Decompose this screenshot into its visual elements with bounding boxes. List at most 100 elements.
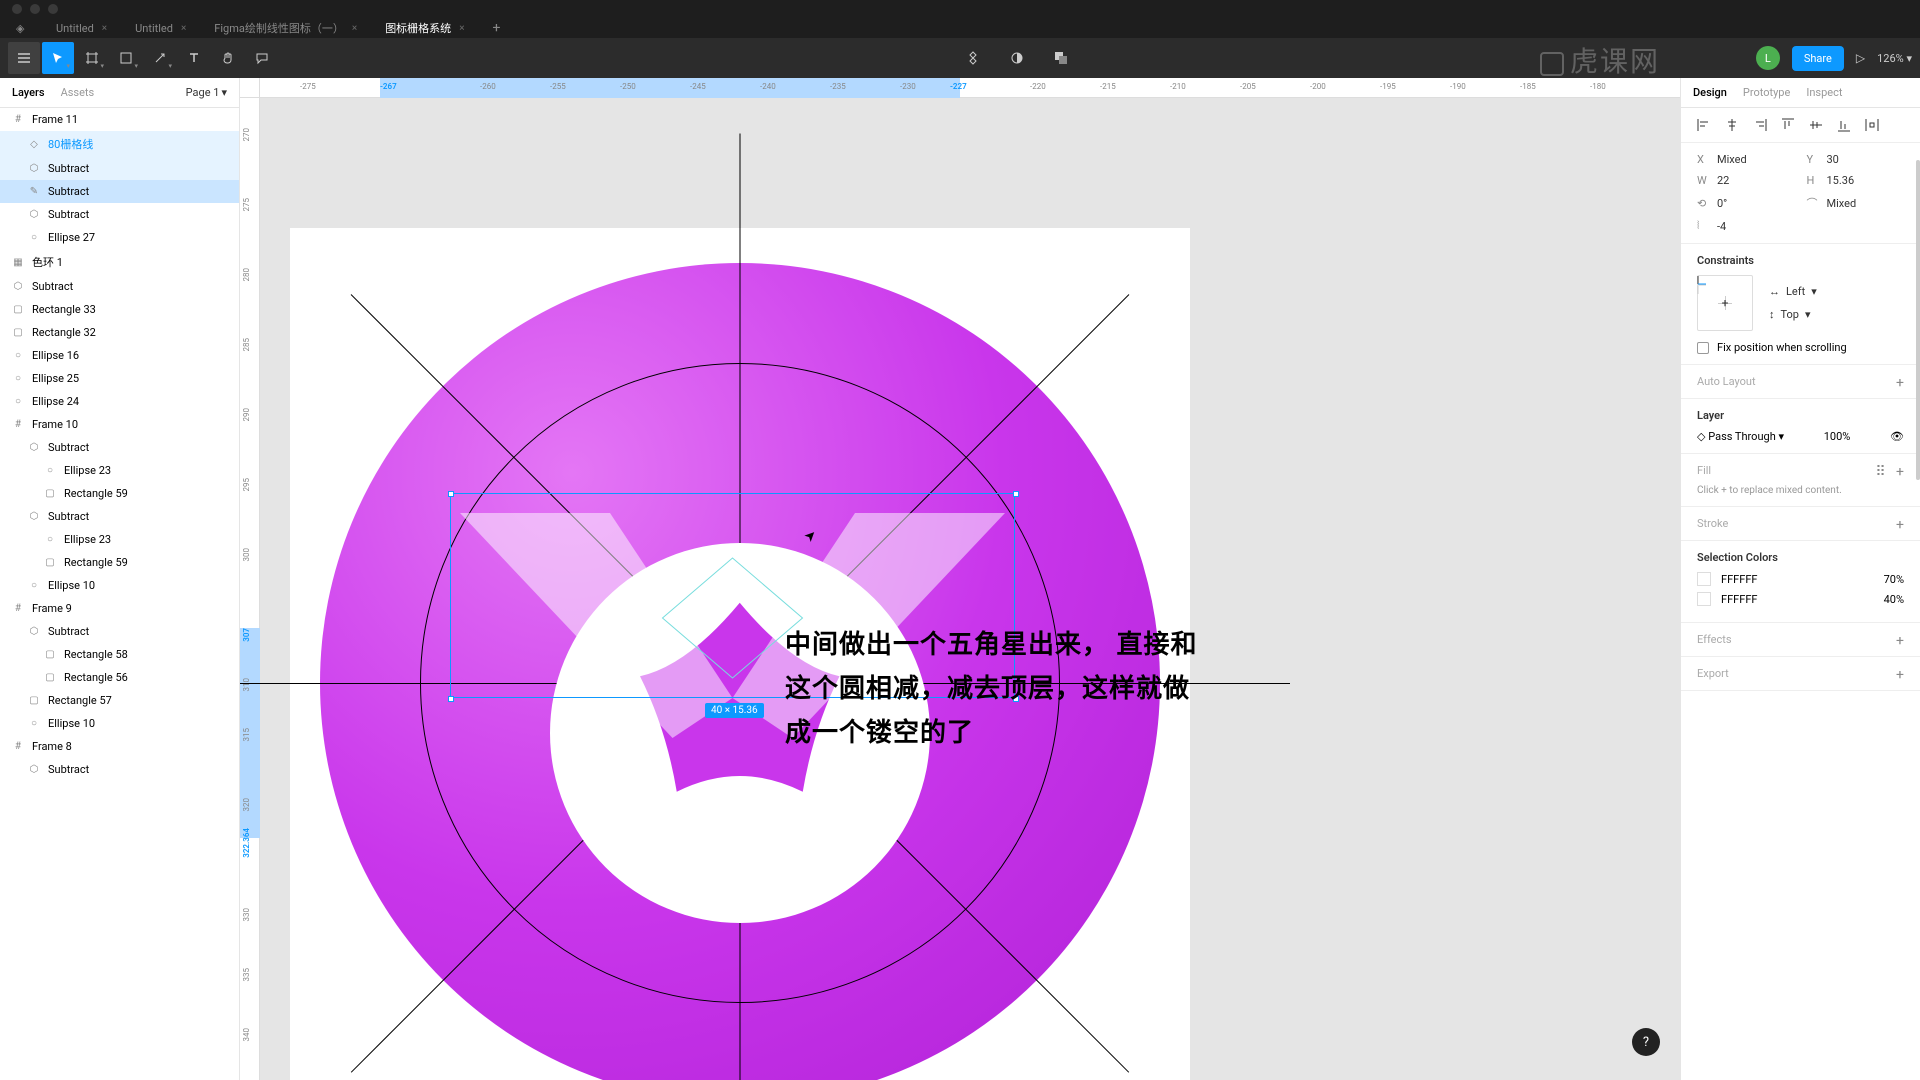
align-top-icon[interactable] — [1781, 118, 1795, 132]
color-row[interactable]: FFFFFF70% — [1697, 572, 1904, 586]
traffic-min[interactable] — [30, 4, 40, 14]
ellipse-icon: ○ — [12, 373, 24, 385]
layer-opacity[interactable]: 100% — [1824, 430, 1851, 443]
layer-item[interactable]: ○Ellipse 16 — [0, 344, 239, 367]
export-add[interactable]: + — [1896, 667, 1904, 683]
hand-tool[interactable] — [212, 42, 244, 74]
pen-tool[interactable]: ▾ — [144, 42, 176, 74]
align-left-icon[interactable] — [1697, 118, 1711, 132]
layer-item[interactable]: ○Ellipse 23 — [0, 459, 239, 482]
component-icon[interactable] — [957, 42, 989, 74]
layer-item[interactable]: ○Ellipse 27 — [0, 226, 239, 249]
prop-h[interactable]: 15.36 — [1827, 174, 1855, 187]
add-tab-button[interactable]: + — [493, 20, 501, 36]
layer-item[interactable]: #Frame 8 — [0, 735, 239, 758]
comment-tool[interactable] — [246, 42, 278, 74]
align-vcenter-icon[interactable] — [1809, 118, 1823, 132]
prop-w[interactable]: 22 — [1717, 174, 1729, 187]
file-tab[interactable]: Untitled× — [56, 22, 107, 35]
layer-label: Ellipse 10 — [48, 579, 95, 592]
visibility-icon[interactable]: 👁 — [1890, 430, 1904, 443]
layer-item[interactable]: ⬡Subtract — [0, 436, 239, 459]
layer-label: Subtract — [48, 162, 89, 175]
layers-tab[interactable]: Layers — [12, 86, 45, 99]
frame-tool[interactable]: ▾ — [76, 42, 108, 74]
constraint-v[interactable]: ↕ Top ▾ — [1769, 308, 1817, 321]
layer-item[interactable]: #Frame 11 — [0, 108, 239, 131]
prop-rotation[interactable]: 0° — [1717, 197, 1727, 210]
layer-item[interactable]: ▢Rectangle 59 — [0, 482, 239, 505]
inspect-tab[interactable]: Inspect — [1806, 86, 1842, 99]
layer-item[interactable]: ⬡Subtract — [0, 758, 239, 781]
menu-button[interactable] — [8, 42, 40, 74]
color-row[interactable]: FFFFFF40% — [1697, 592, 1904, 606]
layer-item[interactable]: ▢Rectangle 59 — [0, 551, 239, 574]
canvas[interactable]: -275-267-260-255-250-245-240-235-230-227… — [240, 78, 1680, 1080]
constraints-widget[interactable]: + — [1697, 275, 1753, 331]
file-tab[interactable]: Figma绘制线性图标（一）× — [214, 20, 357, 36]
tab-close-icon[interactable]: × — [352, 23, 357, 34]
layer-item[interactable]: ✎Subtract — [0, 180, 239, 203]
scrollbar-thumb[interactable] — [1916, 160, 1920, 480]
fill-add[interactable]: ⠿ + — [1875, 464, 1904, 480]
move-tool[interactable]: ▾ — [42, 42, 74, 74]
page-selector[interactable]: Page 1 ▾ — [186, 86, 227, 99]
distribute-icon[interactable] — [1865, 118, 1879, 132]
shape-tool[interactable]: ▾ — [110, 42, 142, 74]
layer-item[interactable]: ▢Rectangle 56 — [0, 666, 239, 689]
prop-y[interactable]: 30 — [1827, 153, 1839, 166]
traffic-close[interactable] — [12, 4, 22, 14]
layer-item[interactable]: ▦色环 1 — [0, 249, 239, 275]
traffic-max[interactable] — [48, 4, 58, 14]
fix-position-checkbox[interactable]: Fix position when scrolling — [1697, 341, 1904, 354]
layer-item[interactable]: ○Ellipse 25 — [0, 367, 239, 390]
prototype-tab[interactable]: Prototype — [1743, 86, 1790, 99]
present-button[interactable]: ▷ — [1856, 51, 1865, 65]
constraints-title: Constraints — [1697, 254, 1904, 267]
layer-item[interactable]: ⬡Subtract — [0, 275, 239, 298]
layer-label: Frame 10 — [32, 418, 78, 431]
layer-label: Frame 11 — [32, 113, 78, 126]
tab-close-icon[interactable]: × — [459, 23, 464, 34]
prop-x[interactable]: Mixed — [1717, 153, 1747, 166]
layer-item[interactable]: ○Ellipse 10 — [0, 574, 239, 597]
file-tab[interactable]: Untitled× — [135, 22, 186, 35]
layer-item[interactable]: ▢Rectangle 32 — [0, 321, 239, 344]
file-tab[interactable]: 图标栅格系统× — [385, 20, 464, 36]
layer-label: 色环 1 — [32, 254, 63, 270]
tab-close-icon[interactable]: × — [181, 23, 186, 34]
layer-item[interactable]: ▢Rectangle 33 — [0, 298, 239, 321]
layer-item[interactable]: ◇80栅格线 — [0, 131, 239, 157]
stroke-add[interactable]: + — [1896, 517, 1904, 533]
effects-add[interactable]: + — [1896, 633, 1904, 649]
tab-close-icon[interactable]: × — [102, 23, 107, 34]
layer-item[interactable]: ○Ellipse 23 — [0, 528, 239, 551]
layer-item[interactable]: ▢Rectangle 58 — [0, 643, 239, 666]
user-avatar[interactable]: L — [1756, 46, 1780, 70]
mask-icon[interactable] — [1001, 42, 1033, 74]
zoom-level[interactable]: 126% ▾ — [1877, 52, 1912, 65]
layer-item[interactable]: #Frame 9 — [0, 597, 239, 620]
assets-tab[interactable]: Assets — [61, 86, 95, 99]
text-tool[interactable] — [178, 42, 210, 74]
prop-radius[interactable]: Mixed — [1827, 197, 1857, 210]
layer-item[interactable]: ○Ellipse 10 — [0, 712, 239, 735]
autolayout-add[interactable]: + — [1896, 375, 1904, 391]
align-bottom-icon[interactable] — [1837, 118, 1851, 132]
layer-item[interactable]: ⬡Subtract — [0, 620, 239, 643]
boolean-icon[interactable] — [1045, 42, 1077, 74]
layer-item[interactable]: ⬡Subtract — [0, 505, 239, 528]
layer-item[interactable]: ⬡Subtract — [0, 157, 239, 180]
help-button[interactable]: ? — [1632, 1028, 1660, 1056]
blend-mode[interactable]: ◇ Pass Through ▾ — [1697, 430, 1784, 443]
layer-item[interactable]: ○Ellipse 24 — [0, 390, 239, 413]
design-tab[interactable]: Design — [1693, 86, 1727, 99]
align-hcenter-icon[interactable] — [1725, 118, 1739, 132]
constraint-h[interactable]: ↔ Left ▾ — [1769, 285, 1817, 298]
layer-item[interactable]: ⬡Subtract — [0, 203, 239, 226]
share-button[interactable]: Share — [1792, 46, 1844, 71]
layer-item[interactable]: ▢Rectangle 57 — [0, 689, 239, 712]
layer-item[interactable]: #Frame 10 — [0, 413, 239, 436]
align-right-icon[interactable] — [1753, 118, 1767, 132]
prop-spread[interactable]: -4 — [1717, 220, 1726, 233]
